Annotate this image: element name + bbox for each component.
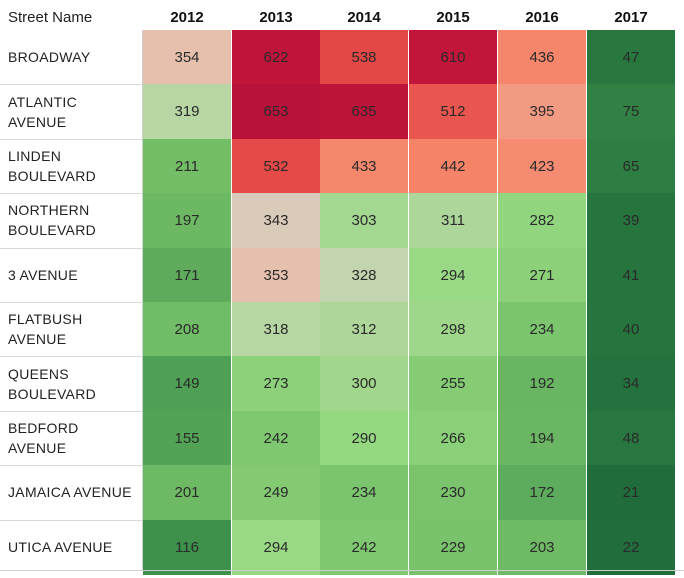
row-label-utica-avenue: UTICA AVENUE — [8, 538, 113, 555]
cell-3-avenue-2015: 294 — [409, 247, 497, 303]
cell-broadway-2017: 47 — [587, 30, 675, 85]
cell-jamaica-avenue-2012: 201 — [143, 465, 231, 521]
cell-utica-avenue-2012: 116 — [143, 519, 231, 575]
row-separator — [0, 139, 142, 140]
row-header-label: Street Name — [8, 9, 93, 26]
column-header-2015: 2015 — [436, 9, 470, 26]
cell-northern-boulevard-2017: 39 — [587, 193, 675, 249]
label-divider — [142, 30, 143, 571]
cell-bedford-avenue-2013: 242 — [232, 410, 320, 466]
row-label-jamaica-avenue: JAMAICA AVENUE — [8, 484, 132, 501]
row-separator — [0, 193, 142, 194]
cell-flatbush-avenue-2012: 208 — [143, 302, 231, 357]
cell-queens-boulevard-2012: 149 — [143, 356, 231, 412]
row-separator — [0, 465, 142, 466]
cell-flatbush-avenue-2014: 312 — [320, 302, 408, 357]
cell-linden-boulevard-2016: 423 — [498, 138, 586, 194]
cell-broadway-2012: 354 — [143, 30, 231, 85]
cell-3-avenue-2016: 271 — [498, 247, 586, 303]
column-header-2013: 2013 — [259, 9, 293, 26]
column-header-2016: 2016 — [525, 9, 559, 26]
cell-jamaica-avenue-2014: 234 — [320, 465, 408, 521]
cell-queens-boulevard-2015: 255 — [409, 356, 497, 412]
cell-queens-boulevard-2016: 192 — [498, 356, 586, 412]
row-label-bedford-avenue: BEDFORD AVENUE — [8, 419, 79, 456]
row-separator — [0, 84, 142, 85]
cell-northern-boulevard-2014: 303 — [320, 193, 408, 249]
cell-flatbush-avenue-2013: 318 — [232, 302, 320, 357]
cell-northern-boulevard-2013: 343 — [232, 193, 320, 249]
cell-3-avenue-2012: 171 — [143, 247, 231, 303]
cell-bedford-avenue-2016: 194 — [498, 410, 586, 466]
cell-3-avenue-2013: 353 — [232, 247, 320, 303]
cell-broadway-2016: 436 — [498, 30, 586, 85]
cell-atlantic-avenue-2016: 395 — [498, 84, 586, 140]
cell-flatbush-avenue-2016: 234 — [498, 302, 586, 357]
column-header-2012: 2012 — [170, 9, 204, 26]
cell-linden-boulevard-2012: 211 — [143, 138, 231, 194]
cell-jamaica-avenue-2013: 249 — [232, 465, 320, 521]
cell-linden-boulevard-2013: 532 — [232, 138, 320, 194]
cell-queens-boulevard-2014: 300 — [320, 356, 408, 412]
row-label-broadway: BROADWAY — [8, 49, 91, 66]
cell-northern-boulevard-2012: 197 — [143, 193, 231, 249]
cell-northern-boulevard-2015: 311 — [409, 193, 497, 249]
row-label-3-avenue: 3 AVENUE — [8, 266, 78, 283]
row-label-flatbush-avenue: FLATBUSH AVENUE — [8, 311, 83, 348]
cell-jamaica-avenue-2017: 21 — [587, 465, 675, 521]
row-label-northern-boulevard: NORTHERN BOULEVARD — [8, 202, 97, 239]
cell-utica-avenue-2013: 294 — [232, 519, 320, 575]
cell-broadway-2013: 622 — [232, 30, 320, 85]
cell-bedford-avenue-2015: 266 — [409, 410, 497, 466]
cell-bedford-avenue-2012: 155 — [143, 410, 231, 466]
cell-queens-boulevard-2013: 273 — [232, 356, 320, 412]
cell-3-avenue-2014: 328 — [320, 247, 408, 303]
cell-flatbush-avenue-2015: 298 — [409, 302, 497, 357]
cell-broadway-2014: 538 — [320, 30, 408, 85]
row-separator — [0, 356, 142, 357]
cell-atlantic-avenue-2017: 75 — [587, 84, 675, 140]
cell-linden-boulevard-2014: 433 — [320, 138, 408, 194]
cell-3-avenue-2017: 41 — [587, 247, 675, 303]
row-label-queens-boulevard: QUEENS BOULEVARD — [8, 365, 97, 402]
row-separator — [0, 248, 142, 249]
row-separator — [0, 520, 142, 521]
bottom-border — [0, 570, 684, 571]
column-header-2017: 2017 — [614, 9, 648, 26]
cell-linden-boulevard-2017: 65 — [587, 138, 675, 194]
cell-broadway-2015: 610 — [409, 30, 497, 85]
row-separator — [0, 302, 142, 303]
cell-bedford-avenue-2017: 48 — [587, 410, 675, 466]
row-separator — [0, 411, 142, 412]
cell-utica-avenue-2014: 242 — [320, 519, 408, 575]
cell-flatbush-avenue-2017: 40 — [587, 302, 675, 357]
cell-utica-avenue-2017: 22 — [587, 519, 675, 575]
cell-utica-avenue-2016: 203 — [498, 519, 586, 575]
column-header-2014: 2014 — [347, 9, 381, 26]
row-label-atlantic-avenue: ATLANTIC AVENUE — [8, 93, 78, 130]
cell-bedford-avenue-2014: 290 — [320, 410, 408, 466]
cell-atlantic-avenue-2013: 653 — [232, 84, 320, 140]
cell-queens-boulevard-2017: 34 — [587, 356, 675, 412]
cell-jamaica-avenue-2015: 230 — [409, 465, 497, 521]
cell-northern-boulevard-2016: 282 — [498, 193, 586, 249]
cell-linden-boulevard-2015: 442 — [409, 138, 497, 194]
cell-atlantic-avenue-2015: 512 — [409, 84, 497, 140]
row-label-linden-boulevard: LINDEN BOULEVARD — [8, 147, 97, 184]
cell-utica-avenue-2015: 229 — [409, 519, 497, 575]
cell-atlantic-avenue-2014: 635 — [320, 84, 408, 140]
cell-jamaica-avenue-2016: 172 — [498, 465, 586, 521]
cell-atlantic-avenue-2012: 319 — [143, 84, 231, 140]
